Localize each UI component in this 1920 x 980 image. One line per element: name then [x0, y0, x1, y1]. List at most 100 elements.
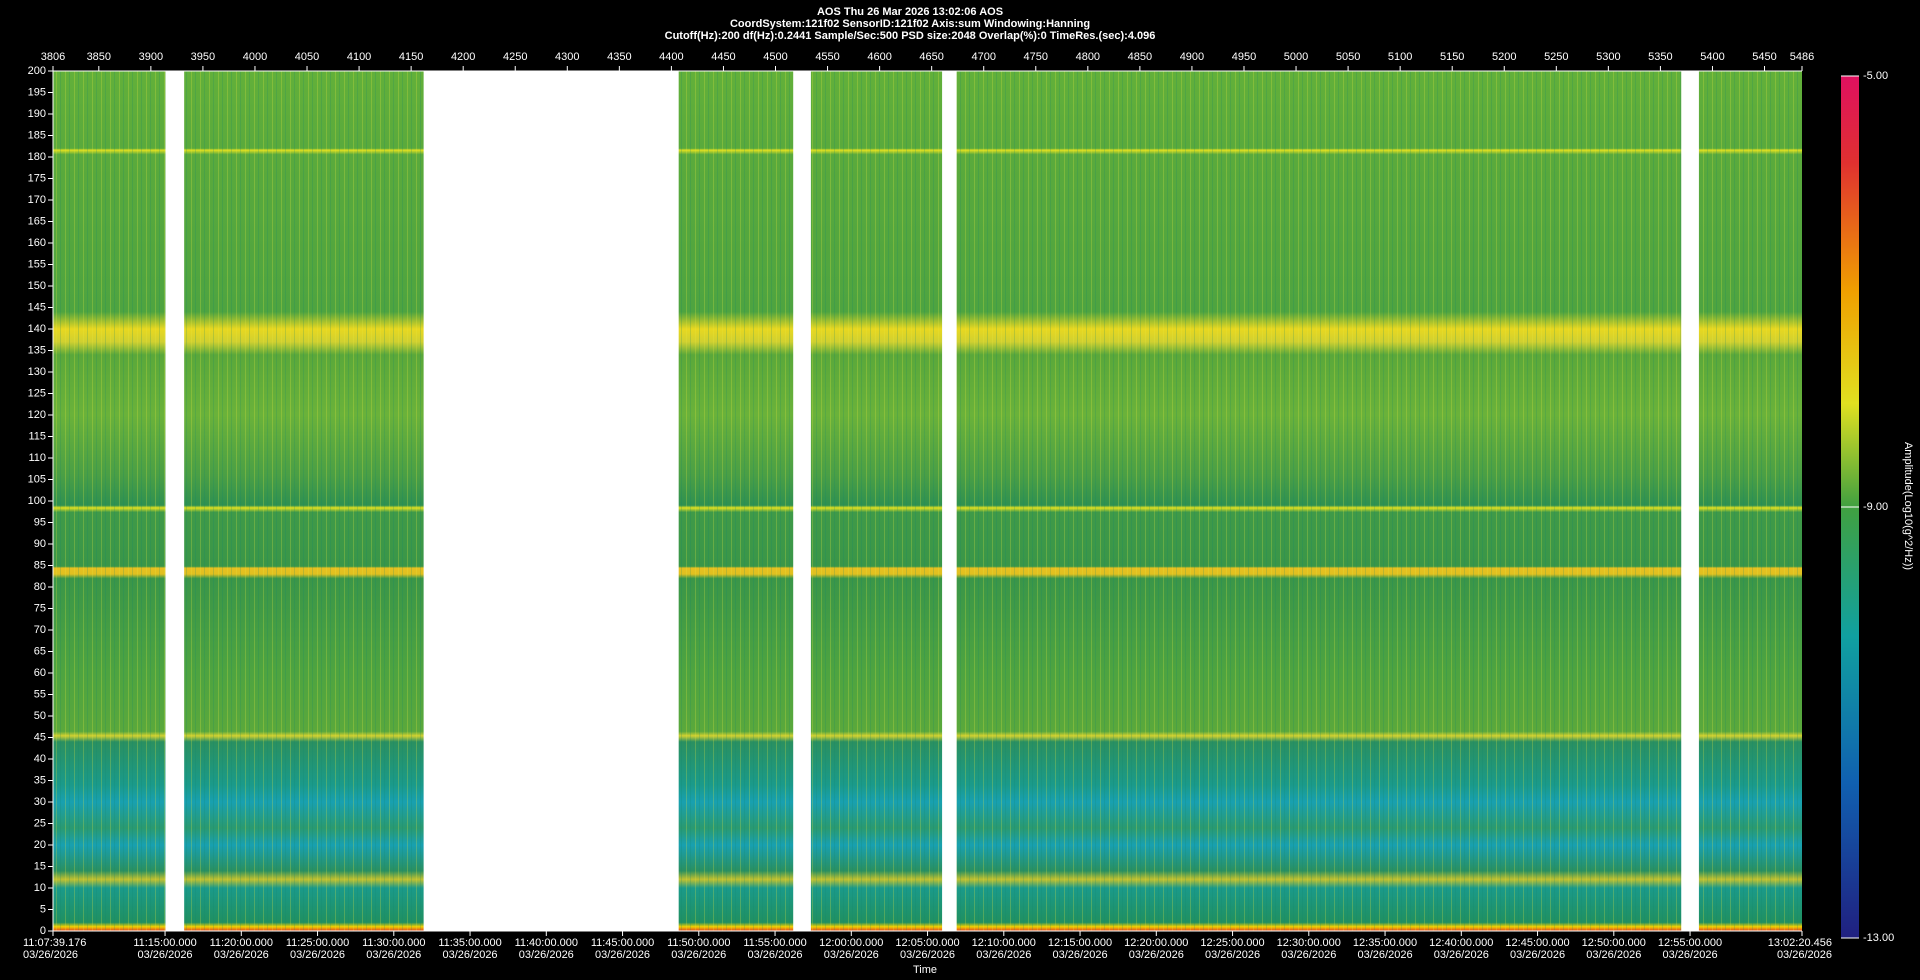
- time-tick-date: 03/26/2026: [671, 949, 726, 961]
- time-tick-date: 03/26/2026: [1510, 949, 1565, 961]
- time-tick-label: 11:50:00.000: [667, 937, 730, 949]
- x-tick-label: 4050: [295, 51, 319, 63]
- time-tick-date: 03/26/2026: [824, 949, 879, 961]
- y-tick-label: 95: [34, 516, 46, 528]
- y-tick-label: 10: [34, 882, 46, 894]
- spectrogram-texture: [1698, 71, 1802, 931]
- x-tick-label: 4550: [815, 51, 839, 63]
- x-tick-label: 4500: [763, 51, 787, 63]
- x-tick-label: 5000: [1284, 51, 1308, 63]
- time-tick-label: 12:00:00.000: [819, 937, 883, 949]
- time-tick-label: 11:55:00.000: [743, 937, 806, 949]
- time-tick-date: 03/26/2026: [748, 949, 803, 961]
- time-tick-label: 11:25:00.000: [286, 937, 349, 949]
- x-tick-label: 4850: [1128, 51, 1152, 63]
- y-tick-label: 165: [28, 215, 46, 227]
- time-tick-date: 03/26/2026: [1053, 949, 1108, 961]
- x-tick-label: 4000: [243, 51, 267, 63]
- x-tick-label: 3900: [139, 51, 163, 63]
- time-tick-date: 03/26/2026: [1586, 949, 1641, 961]
- colorbar-tick-label: -13.00: [1863, 932, 1894, 944]
- spectrogram-texture: [53, 71, 166, 931]
- x-tick-label: 5200: [1492, 51, 1516, 63]
- y-tick-label: 145: [28, 301, 46, 313]
- x-tick-label: 4700: [971, 51, 995, 63]
- y-tick-label: 25: [34, 817, 46, 829]
- time-tick-date: 03/26/2026: [290, 949, 345, 961]
- time-tick-label: 12:45:00.000: [1505, 937, 1569, 949]
- y-tick-label: 155: [28, 258, 46, 270]
- time-tick-label: 11:40:00.000: [515, 937, 578, 949]
- time-tick-date: 03/26/2026: [23, 949, 78, 961]
- x-tick-label: 4750: [1024, 51, 1048, 63]
- time-tick-label: 12:35:00.000: [1353, 937, 1417, 949]
- time-tick-date: 03/26/2026: [1129, 949, 1184, 961]
- y-tick-label: 45: [34, 731, 46, 743]
- spectrogram-texture: [956, 71, 1682, 931]
- y-tick-label: 110: [28, 452, 46, 464]
- header-line: CoordSystem:121f02 SensorID:121f02 Axis:…: [730, 18, 1090, 30]
- y-tick-label: 15: [34, 860, 46, 872]
- y-tick-label: 50: [34, 710, 46, 722]
- x-tick-label: 5150: [1440, 51, 1464, 63]
- x-tick-label: 4200: [451, 51, 475, 63]
- time-tick-date: 03/26/2026: [1281, 949, 1336, 961]
- x-tick-label: 4900: [1180, 51, 1204, 63]
- y-tick-label: 170: [28, 194, 46, 206]
- x-axis-label: Time: [913, 964, 937, 976]
- time-tick-date: 03/26/2026: [976, 949, 1031, 961]
- y-tick-label: 115: [28, 430, 46, 442]
- y-tick-label: 180: [28, 151, 46, 163]
- time-tick-date: 03/26/2026: [595, 949, 650, 961]
- y-tick-label: 60: [34, 667, 46, 679]
- x-tick-label: 4100: [347, 51, 371, 63]
- y-tick-label: 195: [28, 86, 46, 98]
- x-tick-label: 4800: [1076, 51, 1100, 63]
- y-tick-label: 100: [28, 495, 46, 507]
- time-tick-label: 11:30:00.000: [362, 937, 425, 949]
- y-tick-label: 125: [28, 387, 46, 399]
- time-tick-label: 12:20:00.000: [1124, 937, 1188, 949]
- time-tick-date: 03/26/2026: [1358, 949, 1413, 961]
- y-tick-label: 70: [34, 624, 46, 636]
- time-tick-label: 12:30:00.000: [1277, 937, 1341, 949]
- time-tick-label: 12:15:00.000: [1048, 937, 1112, 949]
- y-tick-label: 35: [34, 774, 46, 786]
- y-tick-label: 175: [28, 172, 46, 184]
- colorbar-tick-label: -5.00: [1863, 70, 1888, 82]
- x-tick-label: 4600: [867, 51, 891, 63]
- time-tick-label: 11:35:00.000: [438, 937, 501, 949]
- x-tick-label: 4300: [555, 51, 579, 63]
- y-tick-label: 130: [28, 366, 46, 378]
- spectrogram-texture: [678, 71, 794, 931]
- y-tick-label: 200: [28, 65, 46, 77]
- time-tick-label: 11:20:00.000: [210, 937, 273, 949]
- x-tick-label: 5250: [1544, 51, 1568, 63]
- colorbar-label: Amplitude(Log10(g^2/Hz)): [1902, 442, 1914, 570]
- x-tick-label: 5300: [1596, 51, 1620, 63]
- x-tick-label: 4950: [1232, 51, 1256, 63]
- x-tick-label: 3850: [87, 51, 111, 63]
- x-tick-label: 4400: [659, 51, 683, 63]
- time-tick-label: 11:07:39.176: [23, 937, 86, 949]
- x-tick-label: 4450: [711, 51, 735, 63]
- time-tick-date: 03/26/2026: [138, 949, 193, 961]
- x-tick-label: 4650: [919, 51, 943, 63]
- time-tick-date: 03/26/2026: [366, 949, 421, 961]
- x-tick-label: 5400: [1700, 51, 1724, 63]
- x-tick-label: 4350: [607, 51, 631, 63]
- x-tick-label: 4150: [399, 51, 423, 63]
- x-tick-label: 3806: [41, 51, 65, 63]
- time-tick-date: 03/26/2026: [214, 949, 269, 961]
- time-tick-date: 03/26/2026: [1663, 949, 1718, 961]
- time-tick-date: 03/26/2026: [900, 949, 955, 961]
- time-tick-label: 12:40:00.000: [1429, 937, 1493, 949]
- header-line: Cutoff(Hz):200 df(Hz):0.2441 Sample/Sec:…: [665, 30, 1156, 42]
- time-tick-date: 03/26/2026: [1434, 949, 1489, 961]
- y-tick-label: 80: [34, 581, 46, 593]
- x-tick-label: 5350: [1648, 51, 1672, 63]
- x-tick-label: 5050: [1336, 51, 1360, 63]
- y-tick-label: 40: [34, 753, 46, 765]
